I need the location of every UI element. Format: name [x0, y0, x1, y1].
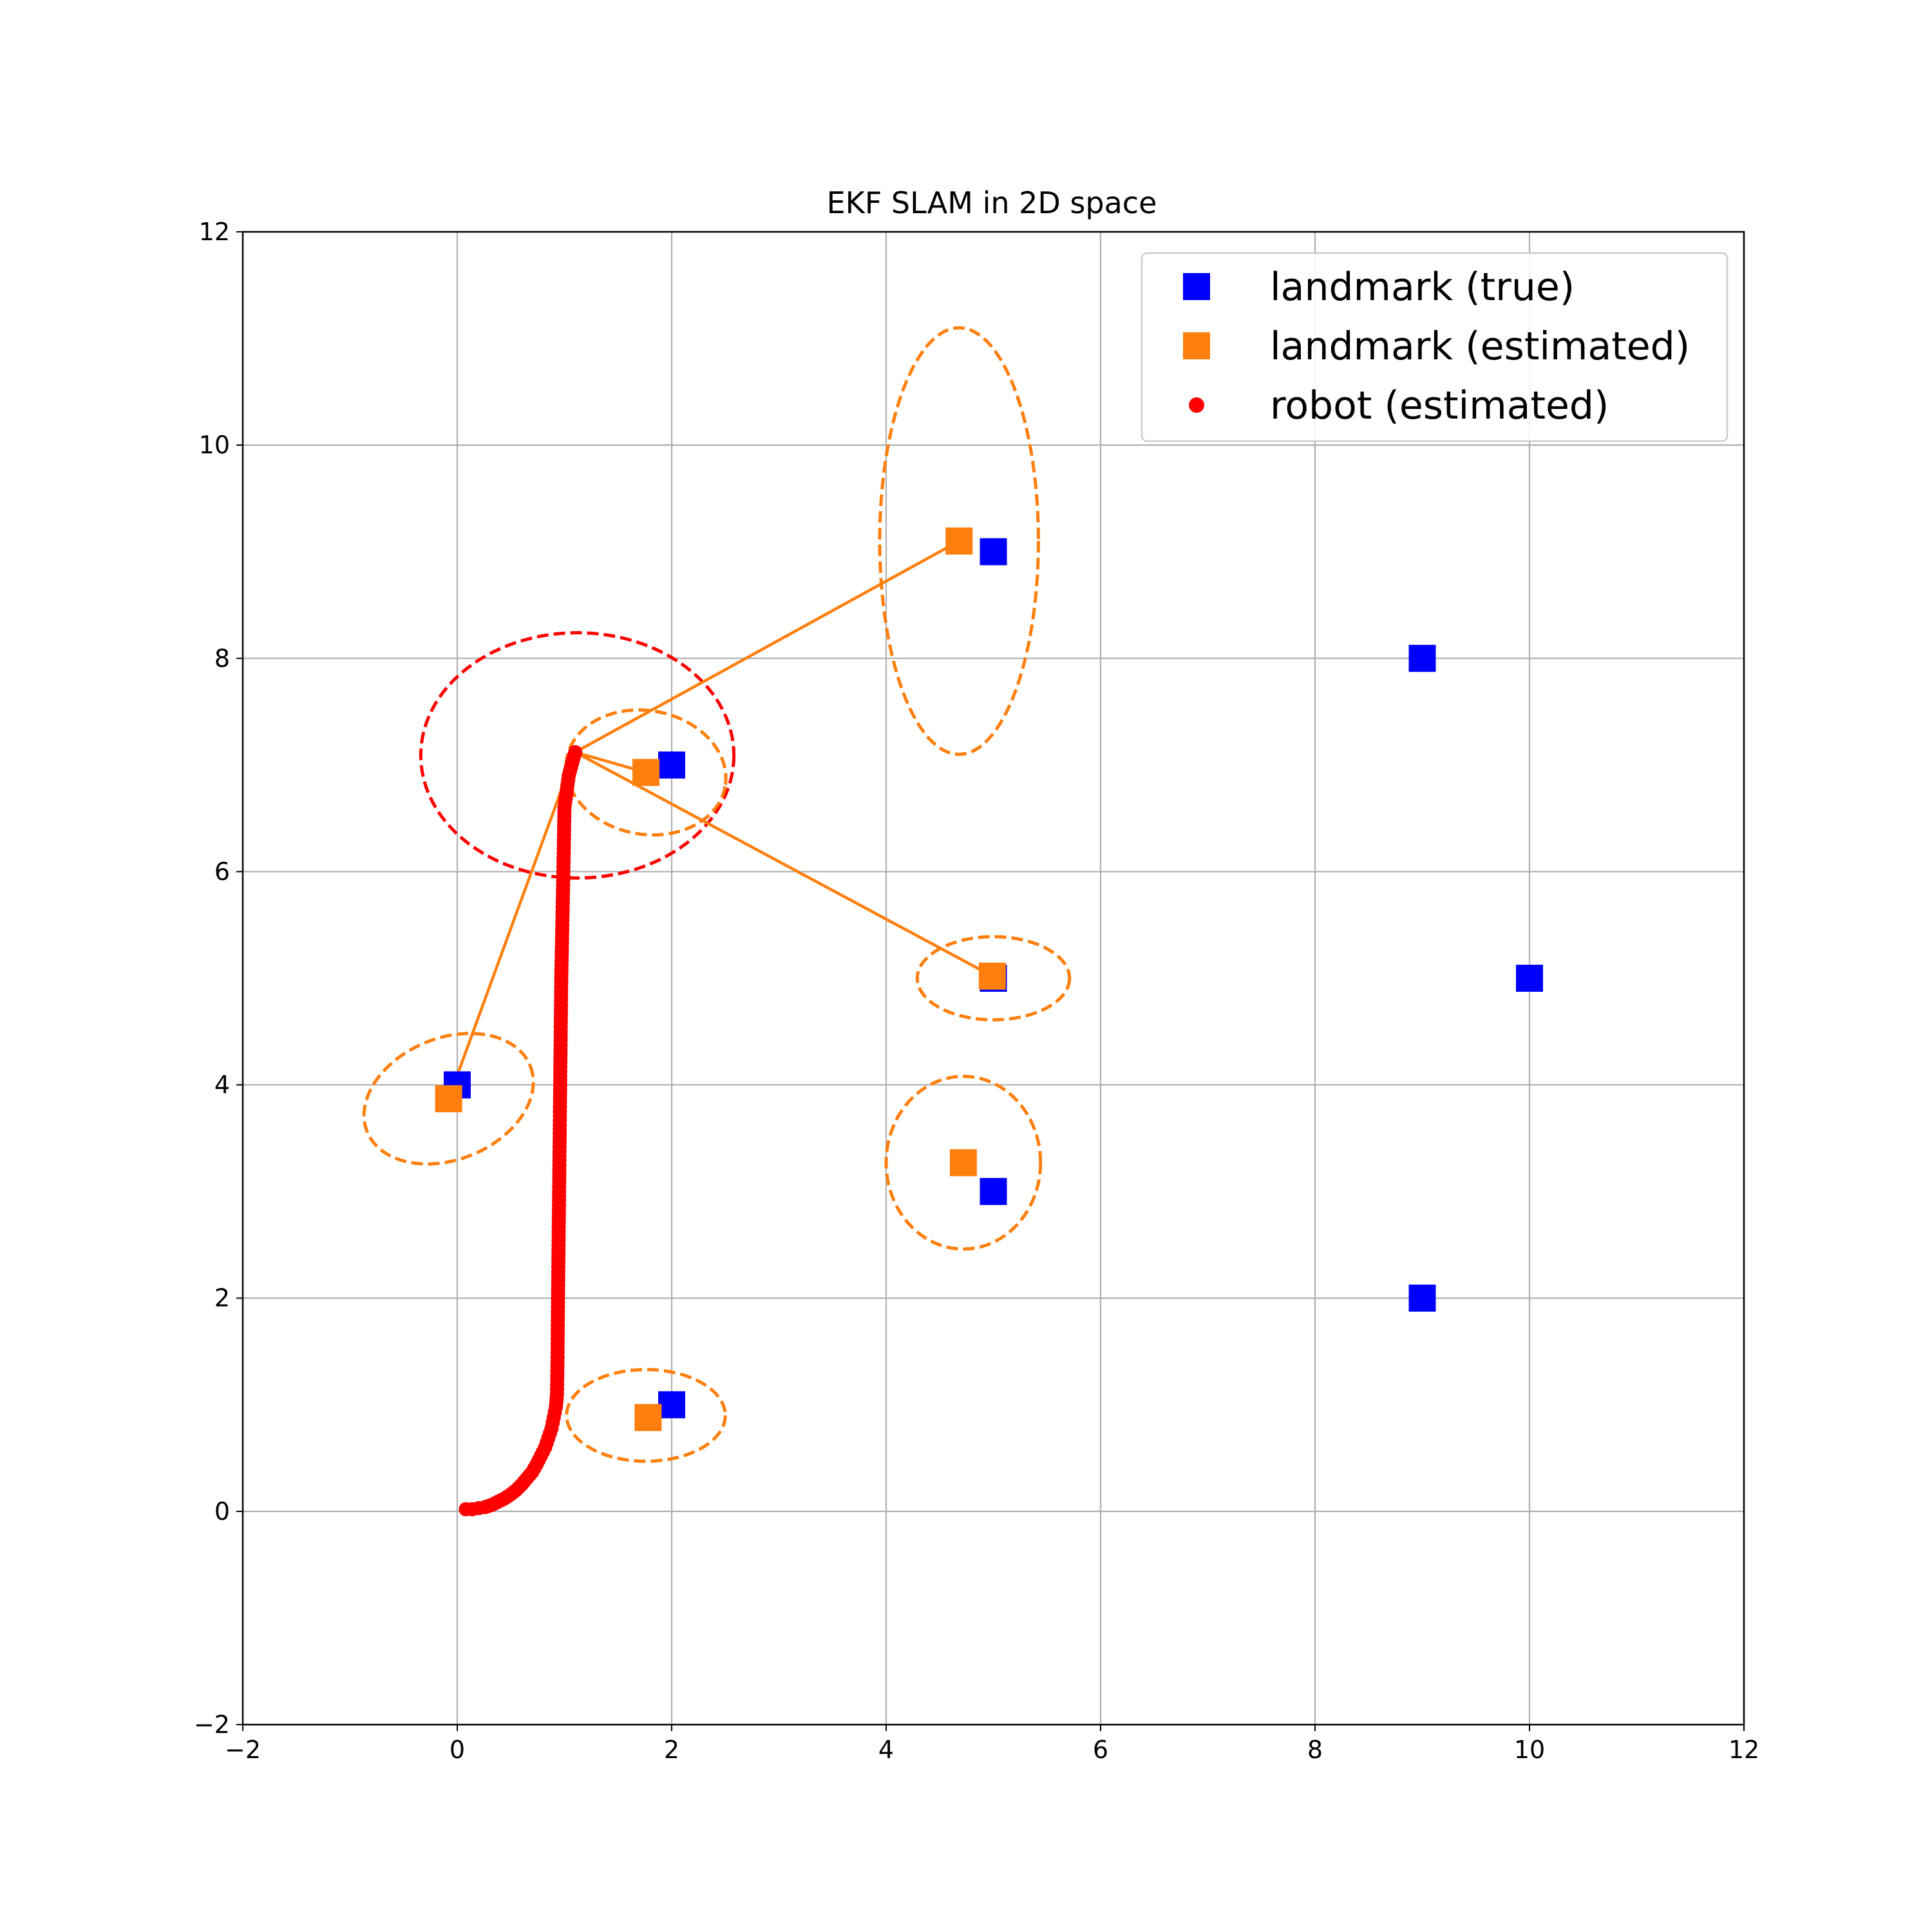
- x-tick-label: −2: [225, 1736, 261, 1764]
- true-landmark-marker: [1408, 645, 1436, 672]
- y-tick-label: 0: [214, 1497, 230, 1526]
- estimated-landmark-marker: [634, 1404, 662, 1432]
- robot-covariance-ellipse: [419, 631, 736, 880]
- true-landmark-marker: [1408, 1284, 1436, 1312]
- x-tick-label: 12: [1728, 1736, 1759, 1764]
- y-tick-label: 10: [199, 431, 230, 459]
- observation-line: [574, 540, 960, 753]
- plot-frame: [242, 231, 1745, 1726]
- true-landmark-marker: [658, 1391, 685, 1419]
- x-tick-label: 8: [1307, 1736, 1323, 1764]
- legend-marker: [1183, 273, 1210, 300]
- x-tick-label: 10: [1514, 1736, 1545, 1764]
- landmark-covariance-ellipse: [915, 934, 1072, 1022]
- chart-title: EKF SLAM in 2D space: [827, 185, 1157, 220]
- landmark-covariance-ellipse: [884, 1074, 1043, 1251]
- observation-lines: [447, 540, 993, 1099]
- y-tick-label: 12: [199, 218, 230, 246]
- y-tick-label: 6: [214, 857, 230, 886]
- true-landmark-marker: [658, 751, 685, 779]
- axis-ticks: −2 0 2 4 6 8 10 12 −2 0 2 4 6 8 10 12: [194, 218, 1759, 1764]
- y-tick-label: 4: [214, 1071, 230, 1099]
- robot-path: [459, 744, 583, 1517]
- x-tick-label: 6: [1093, 1736, 1108, 1764]
- true-landmark-marker: [980, 538, 1007, 565]
- legend: landmark (true) landmark (estimated) robot…: [1141, 252, 1728, 442]
- landmark-covariance-ellipse: [878, 326, 1040, 756]
- grid: [243, 232, 1744, 1725]
- estimated-landmark-marker: [978, 962, 1006, 990]
- robot-covariance: [419, 631, 736, 880]
- landmark-covariance-ellipse: [362, 1032, 535, 1166]
- y-tick-label: 8: [214, 644, 230, 672]
- true-landmark-marker: [1516, 965, 1543, 992]
- estimated-landmark-marker: [945, 527, 973, 555]
- landmark-covariance-ellipse: [565, 1368, 727, 1463]
- estimated-landmark-marker: [632, 759, 660, 786]
- observation-line: [447, 752, 577, 1099]
- estimated-landmark-marker: [949, 1149, 977, 1177]
- estimated-landmarks: [435, 527, 1006, 1432]
- x-tick-label: 0: [450, 1736, 465, 1764]
- true-landmark-marker: [980, 1178, 1007, 1206]
- x-tick-label: 4: [878, 1736, 894, 1764]
- y-tick-label: −2: [194, 1710, 230, 1739]
- legend-label: landmark (estimated): [1270, 324, 1690, 369]
- y-tick-label: 2: [214, 1284, 230, 1312]
- legend-label: robot (estimated): [1270, 383, 1609, 428]
- legend-label: landmark (true): [1270, 265, 1575, 310]
- observation-line: [574, 751, 993, 978]
- legend-marker: [1183, 332, 1210, 359]
- legend-box: [1141, 252, 1728, 442]
- x-tick-label: 2: [664, 1736, 679, 1764]
- estimated-landmark-marker: [435, 1085, 462, 1113]
- legend-marker: [1189, 397, 1204, 413]
- robot-path-point: [568, 744, 583, 759]
